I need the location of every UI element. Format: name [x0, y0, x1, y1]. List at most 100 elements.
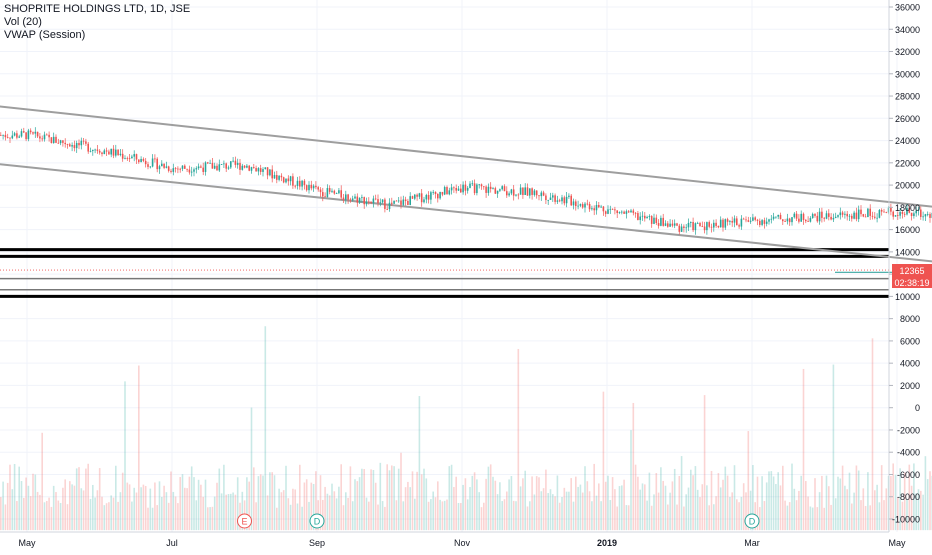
volume-bar: [428, 502, 430, 530]
candle-body: [386, 209, 388, 210]
x-tick-label: 2019: [597, 538, 617, 548]
volume-bar: [380, 463, 382, 530]
volume-bar: [639, 490, 641, 530]
volume-bar: [552, 494, 554, 530]
volume-bar: [366, 498, 368, 530]
candle-body: [299, 181, 301, 187]
volume-bar: [32, 474, 34, 530]
volume-bar: [101, 497, 103, 530]
candle-body: [315, 186, 317, 187]
volume-bar: [557, 475, 559, 530]
candle-body: [384, 199, 386, 208]
volume-bar: [166, 492, 168, 530]
candle-body: [607, 209, 609, 213]
y-tick-label: 10000: [895, 292, 920, 302]
volume-bar: [230, 494, 232, 530]
candle-body: [426, 195, 428, 199]
candle-body: [844, 214, 846, 215]
volume-bar: [777, 472, 779, 530]
candle-body: [338, 190, 340, 193]
candle-body: [191, 172, 193, 173]
candle-body: [603, 207, 605, 212]
candle-body: [869, 209, 871, 216]
volume-bar: [460, 503, 462, 530]
candle-body: [352, 198, 354, 200]
volume-bar: [340, 464, 342, 530]
y-tick-label: -2000: [897, 425, 920, 435]
candle-body: [865, 217, 867, 218]
candle-body: [133, 154, 135, 157]
symbol-title[interactable]: SHOPRITE HOLDINGS LTD, 1D, JSE: [4, 3, 190, 16]
candle-body: [469, 184, 471, 188]
candle-body: [766, 222, 768, 224]
candle-body: [669, 224, 671, 227]
y-tick-label: 24000: [895, 136, 920, 146]
candle-body: [409, 196, 411, 205]
candle-body: [292, 176, 294, 185]
candle-body: [568, 196, 570, 197]
volume-bar: [690, 470, 692, 530]
volume-bar: [281, 492, 283, 530]
y-tick-label: 0: [915, 403, 920, 413]
volume-bar: [789, 502, 791, 530]
candle-body: [508, 193, 510, 195]
volume-bar: [140, 487, 142, 530]
candle-body: [281, 176, 283, 177]
candle-body: [651, 216, 653, 224]
volume-bar: [738, 502, 740, 530]
candle-body: [455, 188, 457, 191]
candle-body: [612, 209, 614, 210]
candle-body: [269, 170, 271, 176]
horizontal-levels[interactable]: [0, 250, 932, 297]
candle-body: [798, 219, 800, 222]
candle-body: [83, 141, 85, 142]
volume-bar: [559, 503, 561, 530]
volume-bar: [561, 497, 563, 530]
volume-bar: [495, 481, 497, 530]
volume-bar: [771, 471, 773, 530]
candle-body: [16, 133, 18, 137]
volume-bar: [840, 479, 842, 531]
volume-bar: [221, 493, 223, 530]
candle-body: [662, 218, 664, 226]
candle-body: [285, 179, 287, 183]
candle-body: [60, 140, 62, 143]
x-axis[interactable]: MayJulSepNov2019MarMayJulSepNov2020MarMa…: [18, 538, 932, 548]
volume-bar: [108, 502, 110, 530]
candle-body: [143, 159, 145, 161]
candle-body: [725, 219, 727, 227]
trendline[interactable]: [0, 102, 932, 297]
candle-body: [396, 201, 398, 202]
candle-body: [863, 214, 865, 216]
volume-bar: [219, 469, 221, 531]
volume-bar: [587, 481, 589, 530]
candle-body: [265, 167, 267, 169]
candle-body: [421, 193, 423, 202]
volume-indicator-label[interactable]: Vol (20): [4, 16, 190, 29]
candle-body: [812, 214, 814, 218]
candle-body: [228, 167, 230, 168]
volume-bar: [853, 493, 855, 531]
volume-bar: [653, 494, 655, 530]
volume-bar: [492, 477, 494, 530]
candle-body: [913, 213, 915, 216]
volume-bar: [817, 507, 819, 530]
volume-bar: [575, 477, 577, 530]
volume-bar: [106, 503, 108, 530]
y-axis[interactable]: 3600034000320003000028000260002400022000…: [889, 3, 920, 525]
volume-bar: [782, 466, 784, 530]
y-tick-label: 34000: [895, 25, 920, 35]
volume-bar: [391, 465, 393, 530]
x-tick-label: Nov: [454, 538, 471, 548]
vwap-indicator-label[interactable]: VWAP (Session): [4, 29, 190, 42]
candle-body: [18, 136, 20, 137]
volume-bar: [152, 508, 154, 530]
volume-bar: [350, 466, 352, 530]
volume-bar: [849, 473, 851, 530]
candle-body: [343, 198, 345, 200]
volume-bar: [828, 486, 830, 530]
candle-body: [577, 206, 579, 207]
volume-bar: [363, 469, 365, 530]
